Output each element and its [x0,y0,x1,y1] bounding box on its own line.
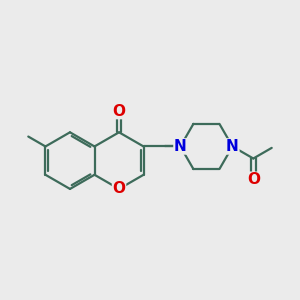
Text: O: O [112,182,125,196]
Text: N: N [174,139,187,154]
Text: O: O [247,172,260,187]
Text: N: N [226,139,239,154]
Text: O: O [112,103,125,118]
